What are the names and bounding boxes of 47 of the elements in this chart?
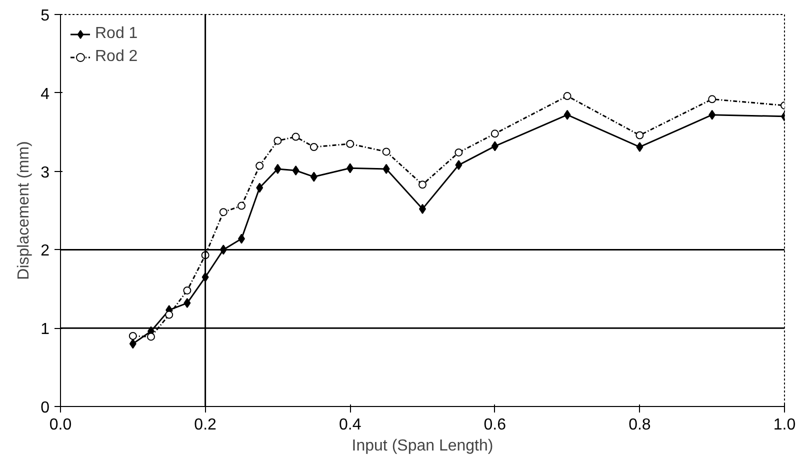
- y-tick-label: 5: [40, 8, 50, 24]
- point: [256, 182, 264, 193]
- point: [256, 162, 264, 170]
- point: [636, 142, 644, 152]
- point: [165, 310, 174, 319]
- point: [346, 163, 354, 174]
- y-tick-label: 2: [40, 242, 50, 260]
- point: [564, 110, 571, 120]
- point: [455, 160, 462, 170]
- point: [129, 338, 136, 349]
- point: [563, 92, 572, 100]
- x-axis-title: Input (Span Length): [352, 438, 494, 454]
- point: [128, 332, 137, 340]
- x-tick-label: 0.2: [194, 416, 217, 434]
- point: [490, 130, 499, 138]
- x-tick-label: 1.0: [773, 416, 796, 434]
- legend-label: Rod 2: [95, 48, 138, 66]
- point: [184, 298, 191, 308]
- point: [382, 164, 390, 174]
- point: [636, 131, 644, 140]
- point: [147, 332, 155, 341]
- point: [310, 143, 318, 151]
- legend-label: Rod 1: [95, 25, 138, 43]
- point: [292, 166, 300, 176]
- point: [491, 141, 498, 152]
- point: [708, 95, 716, 104]
- y-tick-label: 0: [40, 400, 50, 416]
- point: [382, 148, 390, 156]
- x-tick-label: 0.0: [49, 416, 72, 434]
- point: [310, 172, 318, 182]
- point: [346, 140, 354, 148]
- y-tick-label: 4: [40, 86, 50, 103]
- point: [454, 148, 463, 156]
- point: [274, 164, 282, 174]
- point: [238, 202, 246, 210]
- point: [708, 110, 716, 120]
- x-tick-label: 0.4: [338, 416, 362, 434]
- y-axis-title: Displacement (mm): [16, 141, 33, 280]
- x-tick-label: 0.8: [628, 416, 651, 434]
- point: [292, 132, 300, 141]
- point: [219, 208, 228, 216]
- y-tick-label: 1: [40, 321, 50, 338]
- point: [418, 180, 426, 189]
- y-tick-label: 3: [40, 164, 50, 182]
- point: [274, 136, 282, 145]
- x-tick-label: 0.6: [484, 416, 506, 434]
- point: [183, 286, 192, 294]
